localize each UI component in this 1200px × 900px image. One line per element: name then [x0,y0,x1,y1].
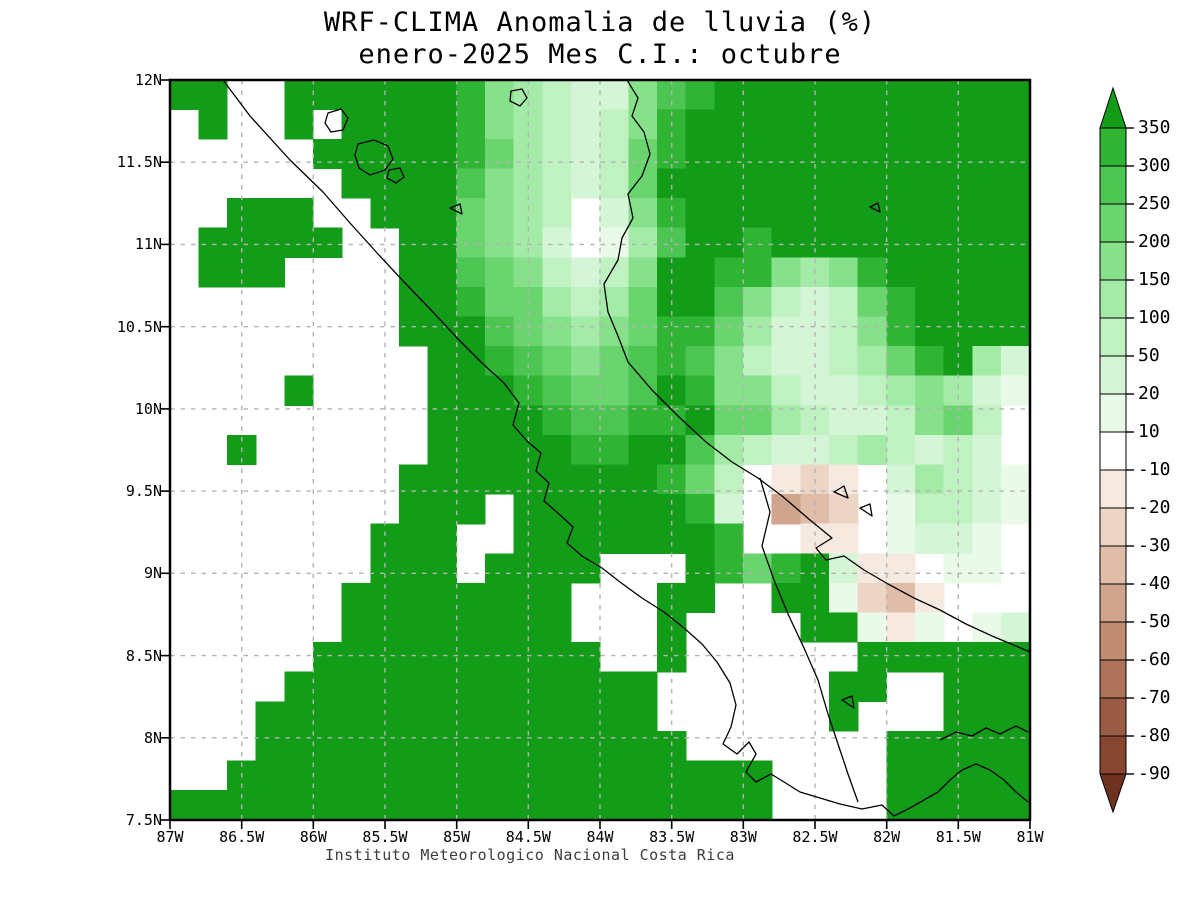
x-axis-label: 85W [443,828,471,846]
y-axis-label: 7.5N [125,811,162,829]
colorbar-label: -60 [1138,649,1171,670]
colorbar-label: 350 [1138,117,1171,138]
y-axis-label: 11N [134,235,162,254]
colorbar [1099,86,1134,814]
axis-ticks [161,79,1031,829]
colorbar-label: -70 [1138,687,1171,708]
colorbar-label: 300 [1138,155,1171,176]
y-axis-label: 11.5N [116,153,162,172]
y-axis-label: 8.5N [125,646,162,665]
colorbar-label: 50 [1138,345,1160,366]
colorbar-arrow-bottom [1099,773,1127,814]
chart-title-line-2: enero-2025 Mes C.I.: octubre [358,39,842,70]
x-axis-label: 85.5W [362,828,408,846]
x-axis-label: 81W [1016,828,1044,846]
colorbar-label: 200 [1138,231,1171,252]
colorbar-label: 100 [1138,307,1171,328]
colorbar-label: -50 [1138,611,1171,632]
x-axis-label: 86W [299,828,327,846]
x-axis-label: 87W [156,828,184,846]
y-axis-label: 10.5N [116,317,162,336]
x-axis-label: 84.5W [505,828,551,846]
y-axis-label: 12N [134,71,162,89]
colorbar-label: -30 [1138,535,1171,556]
x-axis-label: 84W [586,828,614,846]
map-plot [170,80,1030,820]
colorbar-label: 150 [1138,269,1171,290]
colorbar-label: -80 [1138,725,1171,746]
coastlines [222,80,1030,817]
y-axis-label: 10N [134,399,162,418]
colorbar-label: -90 [1138,763,1171,784]
x-axis-label: 83.5W [649,828,695,846]
graticule-gridlines [170,80,1030,820]
colorbar-label: 20 [1138,383,1160,404]
x-axis-label: 82.5W [792,828,838,846]
colorbar-label: -20 [1138,497,1171,518]
x-axis-label: 83W [729,828,757,846]
y-axis-label: 9.5N [125,482,162,501]
x-axis-label: 86.5W [219,828,265,846]
x-axis-label: 81.5W [935,828,981,846]
x-axis-label: 82W [873,828,901,846]
colorbar-label: 250 [1138,193,1171,214]
y-axis-label: 9N [143,564,162,583]
colorbar-arrow-top [1099,86,1127,129]
colorbar-label: -40 [1138,573,1171,594]
colorbar-label: -10 [1138,459,1171,480]
chart-title-line-1: WRF-CLIMA Anomalia de lluvia (%) [323,7,877,38]
colorbar-label: 10 [1138,421,1160,442]
y-axis-label: 8N [143,728,162,747]
footer-credit: Instituto Meteorologico Nacional Costa R… [325,846,735,864]
